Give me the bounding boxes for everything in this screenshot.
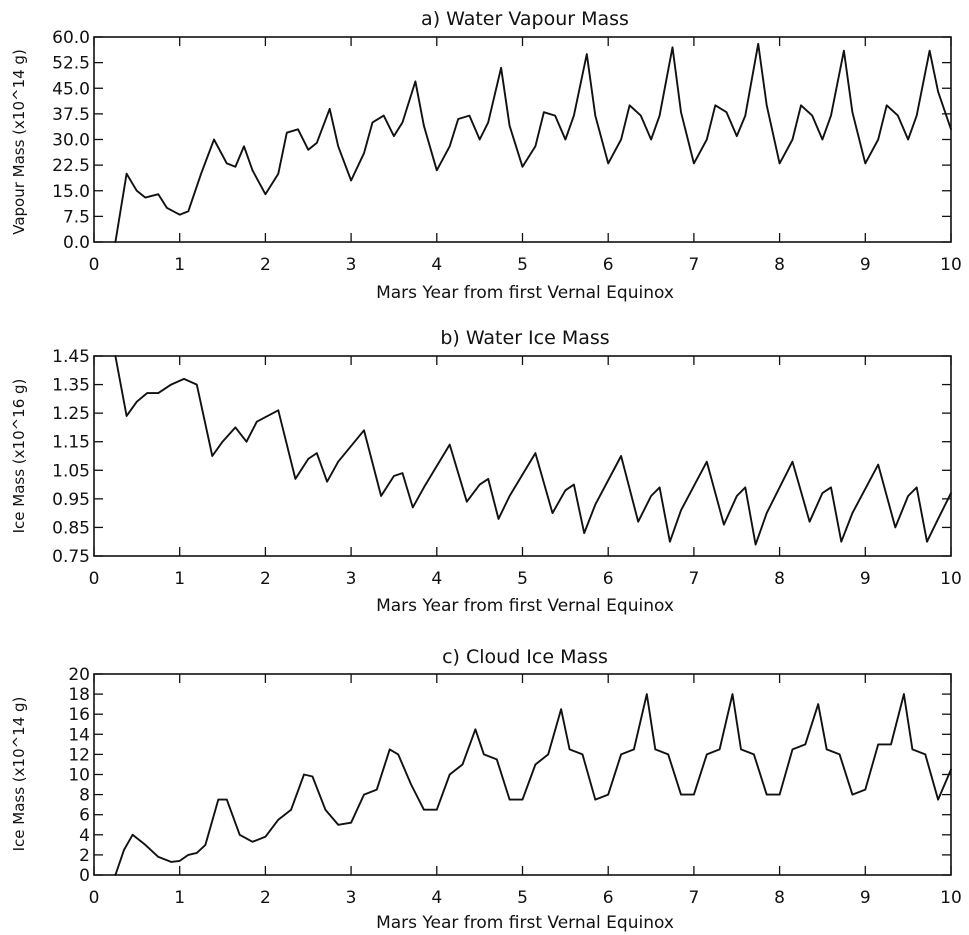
x-tick-label: 2 <box>260 569 271 589</box>
y-axis-label: Vapour Mass (x10^14 g) <box>10 49 28 235</box>
y-tick-label: 0.0 <box>63 233 90 253</box>
x-tick-label: 9 <box>860 569 871 589</box>
y-tick-label: 30.0 <box>52 131 90 151</box>
x-tick-label: 2 <box>260 255 271 275</box>
y-tick-label: 45.0 <box>52 79 90 99</box>
x-tick-label: 1 <box>174 888 185 908</box>
y-tick-label: 6 <box>79 806 90 826</box>
y-tick-label: 20 <box>68 665 90 685</box>
x-tick-label: 6 <box>603 888 614 908</box>
x-tick-label: 6 <box>603 569 614 589</box>
y-tick-label: 7.5 <box>63 207 90 227</box>
x-tick-label: 8 <box>774 255 785 275</box>
x-tick-label: 5 <box>517 569 528 589</box>
plot-frame <box>93 355 952 557</box>
x-tick-label: 4 <box>431 255 442 275</box>
y-axis-ticks: 0.0 7.5 15.0 22.5 30.0 37.5 45.0 52.5 60.0 <box>52 28 951 253</box>
x-tick-label: 7 <box>688 888 699 908</box>
x-axis-ticks: 0 1 2 3 4 5 6 7 8 9 10 <box>89 37 962 275</box>
y-tick-label: 60.0 <box>52 28 90 48</box>
x-tick-label: 6 <box>603 255 614 275</box>
plot-frame <box>93 673 952 876</box>
x-tick-label: 10 <box>940 569 962 589</box>
y-tick-label: 0.85 <box>52 518 90 538</box>
y-tick-label: 22.5 <box>52 156 90 176</box>
y-tick-label: 15.0 <box>52 182 90 202</box>
y-tick-label: 2 <box>79 846 90 866</box>
x-tick-label: 0 <box>89 888 100 908</box>
x-tick-label: 3 <box>346 255 357 275</box>
x-tick-label: 3 <box>346 888 357 908</box>
y-tick-label: 8 <box>79 786 90 806</box>
y-tick-label: 1.25 <box>52 404 90 424</box>
x-tick-label: 1 <box>174 255 185 275</box>
y-tick-label: 16 <box>68 705 90 725</box>
x-tick-label: 3 <box>346 569 357 589</box>
series-line <box>114 42 952 243</box>
panel-title: a) Water Vapour Mass <box>421 8 629 30</box>
x-tick-label: 2 <box>260 888 271 908</box>
panel-water-vapour-mass: a) Water Vapour Mass 0.0 7.5 15.0 22.5 30.0 3… <box>10 8 962 303</box>
x-axis-label: Mars Year from first Vernal Equinox <box>376 283 674 303</box>
y-tick-label: 0.95 <box>52 490 90 510</box>
x-tick-label: 8 <box>774 569 785 589</box>
x-tick-label: 4 <box>431 888 442 908</box>
x-tick-label: 5 <box>517 888 528 908</box>
x-axis-label: Mars Year from first Vernal Equinox <box>376 913 674 933</box>
x-tick-label: 1 <box>174 569 185 589</box>
y-tick-label: 4 <box>79 826 90 846</box>
x-tick-label: 8 <box>774 888 785 908</box>
panel-title: b) Water Ice Mass <box>440 327 609 349</box>
x-tick-label: 9 <box>860 888 871 908</box>
y-axis-label: Ice Mass (x10^16 g) <box>10 379 28 534</box>
x-tick-label: 5 <box>517 255 528 275</box>
x-axis-ticks: 0 1 2 3 4 5 6 7 8 9 10 <box>89 674 962 908</box>
y-tick-label: 1.35 <box>52 376 90 396</box>
y-tick-label: 18 <box>68 685 90 705</box>
y-tick-label: 0 <box>79 866 90 886</box>
x-tick-label: 10 <box>940 255 962 275</box>
y-tick-label: 1.05 <box>52 461 90 481</box>
x-tick-label: 10 <box>940 888 962 908</box>
y-tick-label: 37.5 <box>52 105 90 125</box>
panel-water-ice-mass: b) Water Ice Mass 0.75 0.85 0.95 1.05 1.15 1.… <box>10 327 962 616</box>
y-tick-label: 52.5 <box>52 54 90 74</box>
y-axis-ticks: 0.75 0.85 0.95 1.05 1.15 1.25 1.35 1.45 <box>52 347 951 567</box>
series-line <box>114 693 952 876</box>
x-tick-label: 7 <box>688 569 699 589</box>
x-axis-label: Mars Year from first Vernal Equinox <box>376 596 674 616</box>
x-tick-label: 0 <box>89 569 100 589</box>
y-tick-label: 14 <box>68 725 90 745</box>
x-axis-ticks: 0 1 2 3 4 5 6 7 8 9 10 <box>89 356 962 589</box>
x-tick-label: 7 <box>688 255 699 275</box>
x-tick-label: 9 <box>860 255 871 275</box>
y-tick-label: 12 <box>68 745 90 765</box>
x-tick-label: 4 <box>431 569 442 589</box>
panel-title: c) Cloud Ice Mass <box>442 646 608 668</box>
y-tick-label: 1.45 <box>52 347 90 367</box>
y-tick-label: 10 <box>68 766 90 786</box>
x-tick-label: 0 <box>89 255 100 275</box>
y-tick-label: 0.75 <box>52 547 90 567</box>
y-axis-label: Ice Mass (x10^14 g) <box>10 697 28 852</box>
series-line <box>114 355 952 546</box>
y-tick-label: 1.15 <box>52 433 90 453</box>
